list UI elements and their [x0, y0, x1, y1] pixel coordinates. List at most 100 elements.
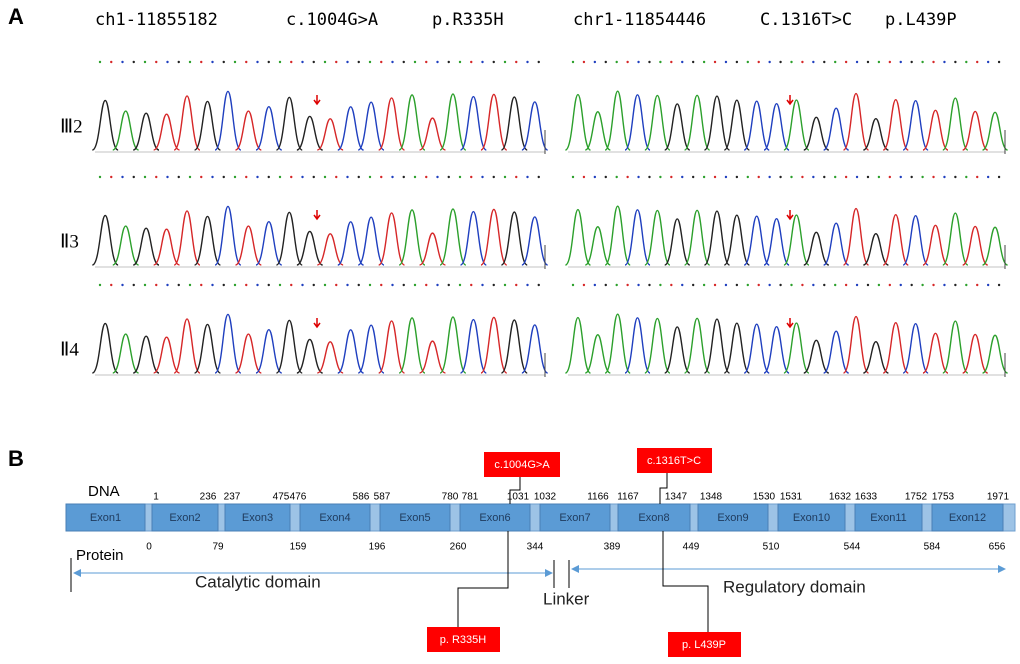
base-call [222, 60, 225, 64]
trace-peak [564, 208, 592, 266]
base-call [436, 175, 439, 179]
trace-peak [703, 210, 731, 266]
dna-position: 1632 [829, 492, 852, 503]
trace-peak [153, 228, 180, 266]
trace-peak [317, 118, 344, 151]
trace-peak [357, 324, 385, 374]
base-call [301, 60, 304, 64]
base-call [702, 60, 706, 64]
base-call [834, 283, 837, 287]
trace-peak [459, 318, 487, 374]
base-call [626, 175, 629, 179]
mutation-arrow [313, 210, 321, 221]
trace-peak [962, 110, 989, 151]
exon [931, 503, 1004, 532]
base-call [436, 60, 439, 64]
base-call [402, 60, 405, 64]
mutation-box [637, 448, 712, 473]
base-call [768, 60, 771, 64]
trace-peak [439, 208, 467, 266]
trace-peak [255, 220, 283, 266]
base-call [986, 60, 990, 64]
trace-peak [703, 318, 731, 374]
base-call [177, 60, 180, 64]
exon [151, 503, 219, 532]
trace-peak [91, 99, 119, 151]
base-call [413, 175, 417, 179]
base-call [481, 283, 484, 287]
dna-position: 237 [224, 492, 241, 503]
base-call [357, 60, 360, 64]
exon-label: Exon8 [638, 512, 669, 524]
base-call [571, 60, 575, 64]
base-call [801, 60, 804, 64]
exon-label: Exon1 [90, 512, 121, 524]
base-call [768, 283, 771, 287]
base-call [290, 60, 293, 64]
trace-peak [922, 109, 949, 151]
base-call [691, 60, 695, 64]
base-call [380, 283, 383, 287]
base-call [143, 283, 147, 287]
trace-peak [275, 96, 303, 151]
trace-peak [91, 322, 119, 374]
base-call [910, 175, 913, 179]
base-call [768, 175, 771, 179]
base-call [604, 175, 607, 179]
trace-peak [644, 209, 671, 266]
base-call [637, 283, 640, 287]
base-call [746, 60, 749, 64]
trace-peak [624, 94, 651, 151]
trace-peak [235, 333, 262, 374]
base-call [357, 175, 360, 179]
base-call [132, 60, 135, 64]
trace-peak [214, 205, 242, 266]
trace-peak [783, 322, 810, 374]
base-call [866, 60, 870, 64]
column-header: chr1-11854446 [573, 10, 706, 30]
base-call [801, 175, 804, 179]
dna-position: 587 [374, 492, 391, 503]
base-call [899, 175, 902, 179]
exon [65, 503, 146, 532]
base-call [391, 60, 394, 64]
base-call [166, 283, 169, 287]
base-call [691, 283, 695, 287]
base-call [681, 283, 684, 287]
trace-peak [604, 205, 631, 266]
trace-peak [604, 90, 631, 151]
trace-peak [235, 225, 262, 266]
base-call [877, 283, 881, 287]
trace-peak [112, 225, 139, 266]
protein-position: 544 [844, 542, 861, 553]
dna-position: 1166 [587, 492, 609, 503]
base-call [335, 60, 338, 64]
mutation-label: p. R335H [440, 634, 487, 646]
trace-peak [480, 208, 508, 266]
dna-position: 1752 [905, 492, 928, 503]
base-call [380, 60, 383, 64]
base-call [290, 283, 293, 287]
base-call [391, 283, 394, 287]
base-call [812, 175, 815, 179]
base-call [346, 60, 349, 64]
trace-peak [521, 216, 549, 266]
trace-peak [842, 315, 870, 374]
base-call [801, 283, 804, 287]
trace-peak [664, 103, 691, 151]
base-call [312, 175, 315, 179]
dna-position: 781 [462, 492, 479, 503]
base-call [515, 60, 518, 64]
base-call [735, 175, 739, 179]
base-call [670, 60, 673, 64]
trace-peak [153, 113, 180, 151]
column-header: p.L439P [885, 10, 957, 30]
dna-label: DNA [88, 483, 120, 500]
protein-position: 196 [369, 542, 386, 553]
trace-peak [193, 323, 222, 374]
trace-peak [480, 316, 508, 374]
column-header: ch1-11855182 [95, 10, 218, 30]
base-call [515, 283, 518, 287]
base-call [335, 283, 338, 287]
base-call [702, 175, 706, 179]
